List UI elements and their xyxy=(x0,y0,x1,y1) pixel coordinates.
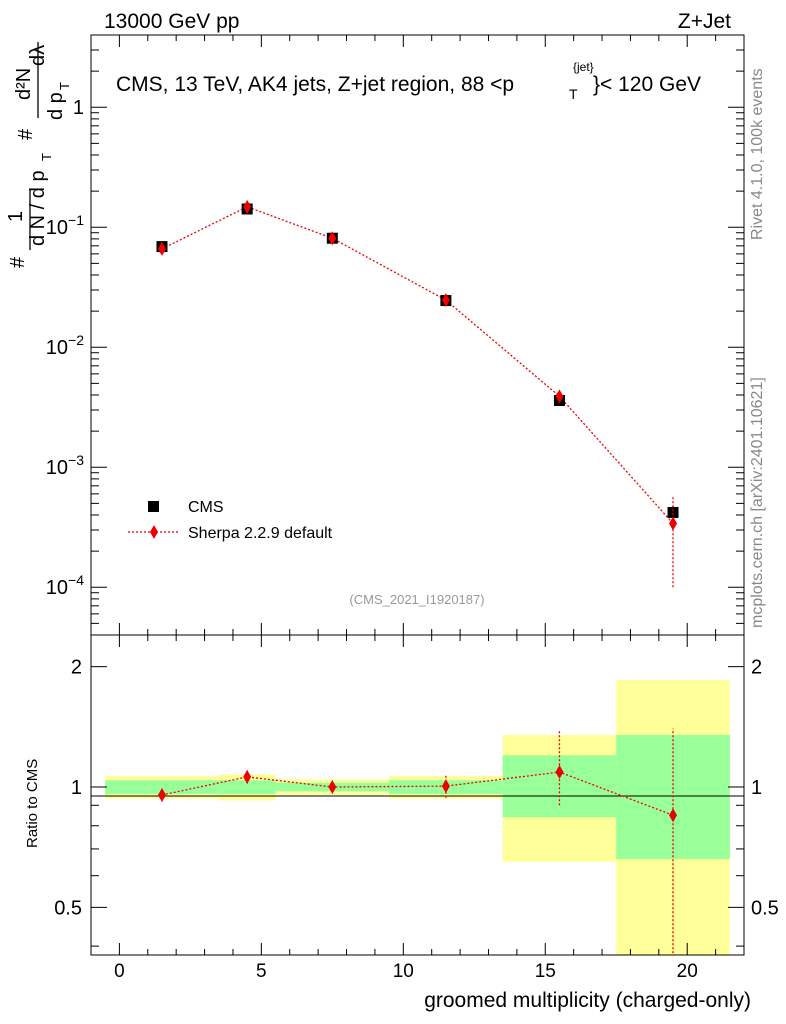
y-tick-label: 1 xyxy=(73,97,84,119)
mc-data-point xyxy=(555,389,564,404)
x-tick-label: 10 xyxy=(393,961,414,982)
x-tick-label: 20 xyxy=(677,961,698,982)
ratio-y-axis: 0.5 0.5 1 1 2 2 xyxy=(54,657,779,947)
y-title-part-2: d N / d p xyxy=(27,170,49,246)
ratio-mc-point xyxy=(328,780,337,795)
ratio-band-inner xyxy=(105,780,219,795)
plot-title-subscript: T xyxy=(569,86,578,102)
ratio-y-tick-label: 1 xyxy=(71,777,82,799)
y-title-part-1: 1 xyxy=(5,211,27,222)
y-title-part-0: # xyxy=(7,256,29,268)
ratio-frame xyxy=(90,634,745,956)
main-y-axis-title: # 1 d N / d p T # d p T d²N dλ xyxy=(5,42,72,268)
ratio-plot-area xyxy=(91,680,744,955)
y-title-part-6: T xyxy=(57,82,72,90)
energy-label: 13000 GeV pp xyxy=(104,10,239,33)
ratio-y-tick-label: 0.5 xyxy=(54,897,82,919)
cms-data-point xyxy=(667,506,679,518)
main-plot-area xyxy=(156,199,679,588)
mc-data-point xyxy=(157,241,166,256)
mc-data-point xyxy=(328,231,337,246)
x-tick-label: 15 xyxy=(535,961,556,982)
legend-mc-marker xyxy=(150,525,158,539)
main-frame xyxy=(90,34,745,636)
ratio-x-axis: 0 5 10 15 20 xyxy=(90,635,745,982)
mc-line xyxy=(161,206,674,524)
mcplots-label: mcplots.cern.ch [arXiv:2401.10621] xyxy=(749,377,766,628)
y-title-part-4: # xyxy=(15,128,37,140)
x-tick-label: 5 xyxy=(256,961,267,982)
mc-data-point xyxy=(441,293,450,308)
ratio-mc-point xyxy=(555,765,564,780)
mc-data-point xyxy=(243,199,252,214)
ratio-y-tick-label: 2 xyxy=(71,657,82,679)
legend-cms-label: CMS xyxy=(188,499,224,516)
legend-mc-label: Sherpa 2.2.9 default xyxy=(188,525,333,542)
ratio-mc-point xyxy=(441,779,450,794)
ratio-band-inner xyxy=(218,780,276,795)
analysis-id: (CMS_2021_I1920187) xyxy=(349,592,484,607)
y-tick-label: 10−1 xyxy=(46,212,84,239)
legend: CMS Sherpa 2.2.9 default xyxy=(128,499,333,542)
ratio-mc-point xyxy=(243,769,252,784)
plot-title-end: }< 120 GeV xyxy=(593,73,701,96)
ratio-y-tick-label-right: 1 xyxy=(751,777,762,799)
y-title-part-5: d p xyxy=(45,92,67,120)
legend-cms-marker xyxy=(148,501,159,512)
rivet-label: Rivet 4.1.0, 100k events xyxy=(749,68,766,240)
y-title-part-7: d²N xyxy=(13,68,35,100)
plot-title-superscript: {jet} xyxy=(573,60,594,74)
y-tick-label: 10−2 xyxy=(46,332,84,359)
y-title-part-3: T xyxy=(39,153,54,161)
plot-title: CMS, 13 TeV, AK4 jets, Z+jet region, 88 … xyxy=(116,73,514,96)
y-title-part-8: dλ xyxy=(27,45,49,66)
x-axis-title: groomed multiplicity (charged-only) xyxy=(424,989,751,1012)
y-tick-label: 10−4 xyxy=(46,572,84,599)
ratio-y-tick-label-right: 0.5 xyxy=(751,897,779,919)
mc-data-point xyxy=(669,516,678,531)
ratio-mc-line xyxy=(161,771,674,816)
main-x-axis xyxy=(90,35,745,635)
process-label: Z+Jet xyxy=(678,10,731,33)
ratio-mc-point xyxy=(669,808,678,823)
y-tick-label: 10−3 xyxy=(46,452,84,479)
plot-title-text: CMS, 13 TeV, AK4 jets, Z+jet region, 88 … xyxy=(116,73,514,96)
ratio-y-axis-title: Ratio to CMS xyxy=(24,759,41,848)
x-tick-label: 0 xyxy=(114,961,125,982)
main-y-axis: 1 10−1 10−2 10−3 10−4 xyxy=(46,34,744,636)
ratio-mc-point xyxy=(157,787,166,802)
ratio-y-tick-label-right: 2 xyxy=(751,657,762,679)
